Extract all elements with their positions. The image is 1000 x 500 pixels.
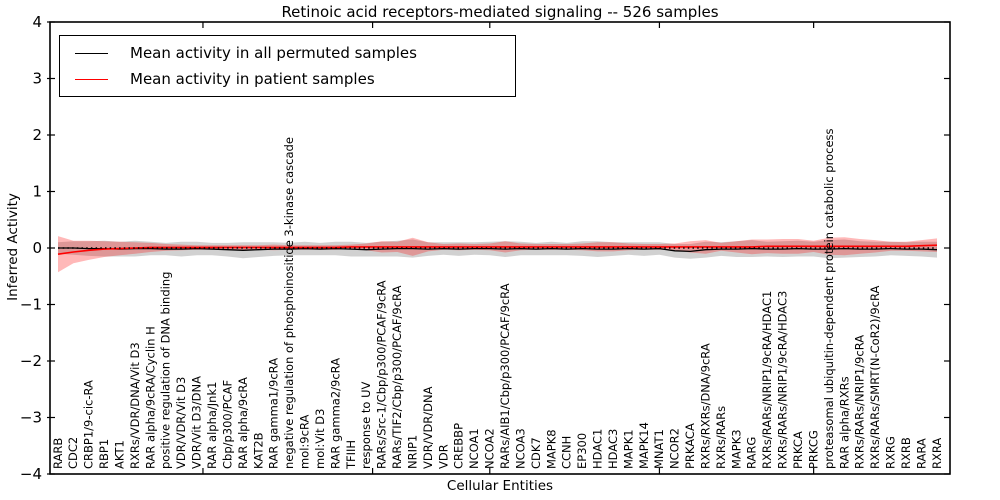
x-tick-label: NCOA1 bbox=[467, 428, 481, 469]
x-tick-label: MAPK8 bbox=[544, 429, 558, 469]
x-tick-label: CDK7 bbox=[529, 437, 543, 469]
x-tick-label: RXRs/RARs bbox=[714, 406, 728, 469]
x-tick-label: RXRs/VDR/DNA/Vit D3 bbox=[128, 342, 142, 469]
x-tick-label: mol:Vit D3 bbox=[313, 409, 327, 469]
x-tick-label: proteasomal ubiquitin-dependent protein … bbox=[822, 128, 836, 469]
x-tick-label: EP300 bbox=[575, 433, 589, 469]
y-tick-label: −4 bbox=[20, 465, 42, 483]
x-tick-label: VDR bbox=[436, 444, 450, 469]
x-tick-label: NRIP1 bbox=[406, 435, 420, 469]
x-tick-label: NCOA3 bbox=[513, 428, 527, 469]
chart-title: Retinoic acid receptors-mediated signali… bbox=[281, 3, 719, 21]
patient-std-band bbox=[58, 236, 937, 273]
x-tick-label: CDC2 bbox=[66, 437, 80, 469]
x-tick-label: AKT1 bbox=[113, 440, 127, 469]
x-tick-label: RXRs/RARs/NRIP1/9cRA/HDAC3 bbox=[776, 291, 790, 469]
x-tick-label: RARA bbox=[914, 438, 928, 469]
x-tick-label: RXRs/RARs/NRIP1/9cRA bbox=[853, 335, 867, 469]
x-axis-label: Cellular Entities bbox=[446, 478, 554, 494]
x-tick-label: HDAC1 bbox=[591, 429, 605, 469]
legend-item-patient: Mean activity in patient samples bbox=[75, 70, 515, 88]
x-tick-label: negative regulation of phosphoinositide … bbox=[282, 137, 296, 469]
x-tick-label: VDR/VDR/Vit D3 bbox=[174, 377, 188, 469]
x-tick-label: MNAT1 bbox=[652, 429, 666, 469]
x-tick-label: RBP1 bbox=[97, 439, 111, 469]
x-tick-label: positive regulation of DNA binding bbox=[159, 272, 173, 469]
x-tick-label: HDAC3 bbox=[606, 429, 620, 469]
x-tick-label: VDR/VDR/DNA bbox=[421, 386, 435, 469]
x-tick-label: RAR alpha/9cRA/Cyclin H bbox=[143, 326, 157, 469]
x-tick-label: RXRA bbox=[930, 438, 944, 469]
x-tick-label: VDR/Vit D3/DNA bbox=[190, 376, 204, 469]
x-tick-label: MAPK3 bbox=[729, 429, 743, 469]
x-tick-label: PRKCA bbox=[791, 431, 805, 469]
y-tick-label: 1 bbox=[32, 183, 42, 201]
legend-item-permuted: Mean activity in all permuted samples bbox=[75, 44, 515, 62]
x-tick-label: RAR alpha/9cRA bbox=[236, 377, 250, 469]
x-tick-label: Cbp/p300/PCAF bbox=[220, 380, 234, 469]
x-tick-label: RXRs/RARs/NRIP1/9cRA/HDAC1 bbox=[760, 291, 774, 469]
permuted-line-swatch bbox=[75, 52, 108, 54]
x-tick-label: CRBP1/9-cic-RA bbox=[82, 380, 96, 469]
x-tick-label: NCOR2 bbox=[668, 428, 682, 469]
x-tick-label: RXRs/RXRs/DNA/9cRA bbox=[699, 343, 713, 469]
x-tick-label: RARB bbox=[51, 438, 65, 469]
x-tick-label: KAT2B bbox=[251, 432, 265, 469]
legend-label-patient: Mean activity in patient samples bbox=[130, 70, 375, 88]
x-tick-label: RAR alpha/Jnk1 bbox=[205, 382, 219, 469]
patient-line-swatch bbox=[75, 78, 108, 80]
x-tick-label: response to UV bbox=[359, 381, 373, 469]
x-tick-label: RARs/Src-1/Cbp/p300/PCAF/9cRA bbox=[375, 280, 389, 469]
x-tick-label: CREBBP bbox=[452, 423, 466, 469]
y-tick-label: 0 bbox=[32, 239, 42, 257]
x-tick-label: RXRB bbox=[899, 437, 913, 469]
x-tick-label: PRKCG bbox=[806, 430, 820, 469]
y-tick-label: −1 bbox=[20, 296, 42, 314]
x-tick-label: RARs/TIF2/Cbp/p300/PCAF/9cRA bbox=[390, 285, 404, 469]
y-tick-label: 3 bbox=[32, 70, 42, 88]
x-tick-label: mol:9cRA bbox=[298, 415, 312, 469]
x-tick-label: RAR alpha/RXRs bbox=[837, 376, 851, 469]
y-axis-label: Inferred Activity bbox=[5, 193, 21, 301]
legend: Mean activity in all permuted samples Me… bbox=[59, 35, 516, 97]
y-tick-label: −3 bbox=[20, 409, 42, 427]
x-tick-label: RARG bbox=[745, 437, 759, 469]
x-tick-label: PRKACA bbox=[683, 423, 697, 469]
x-tick-label: RAR gamma2/9cRA bbox=[328, 358, 342, 469]
legend-label-permuted: Mean activity in all permuted samples bbox=[130, 44, 417, 62]
x-tick-label: RXRs/RARs/SMRT(N-CoR2)/9cRA bbox=[868, 285, 882, 469]
y-tick-label: 2 bbox=[32, 126, 42, 144]
y-tick-label: −2 bbox=[20, 352, 42, 370]
x-tick-label: CCNH bbox=[560, 436, 574, 469]
x-tick-label: RXRG bbox=[884, 436, 898, 469]
x-tick-label: MAPK14 bbox=[637, 422, 651, 469]
x-tick-label: TFIIH bbox=[344, 440, 358, 470]
x-tick-label: RAR gamma1/9cRA bbox=[267, 358, 281, 469]
permuted-mean-line bbox=[58, 247, 938, 253]
x-tick-label: RARs/AIB1/Cbp/p300/PCAF/9cRA bbox=[498, 283, 512, 469]
x-tick-label: NCOA2 bbox=[483, 428, 497, 469]
x-tick-label: MAPK1 bbox=[621, 429, 635, 469]
y-tick-label: 4 bbox=[32, 13, 42, 31]
